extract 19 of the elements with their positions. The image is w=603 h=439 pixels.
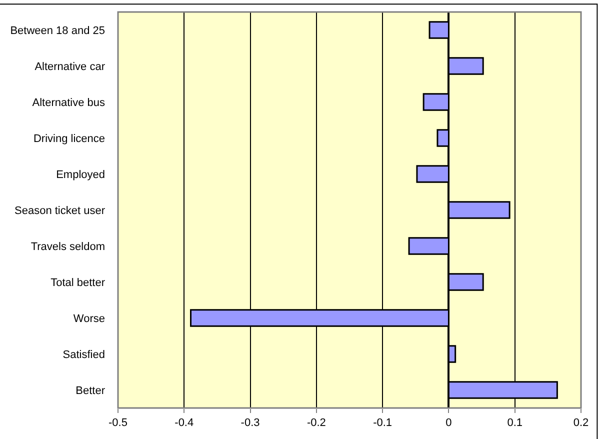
x-tick-label: 0.1 — [507, 417, 523, 430]
x-tick-label: -0.3 — [240, 417, 260, 430]
x-tick-label: -0.2 — [306, 417, 326, 430]
y-tick-label: Total better — [50, 276, 106, 289]
y-tick-label: Season ticket user — [14, 204, 106, 217]
y-tick-label: Worse — [73, 312, 105, 325]
x-tick-label: 0 — [446, 417, 452, 430]
y-tick-label: Travels seldom — [30, 240, 105, 253]
x-tick-label: -0.4 — [174, 417, 194, 430]
y-tick-label: Better — [76, 384, 106, 397]
y-tick-label: Alternative car — [34, 60, 106, 73]
y-tick-label: Alternative bus — [32, 96, 106, 109]
x-tick-label: -0.1 — [373, 417, 392, 430]
y-tick-label: Between 18 and 25 — [10, 24, 105, 37]
y-tick-label: Satisfied — [62, 348, 105, 361]
y-tick-label: Driving licence — [33, 132, 105, 145]
x-tick-label: 0.2 — [573, 417, 589, 430]
y-tick-label: Employed — [56, 168, 105, 181]
x-tick-label: -0.5 — [108, 417, 128, 430]
